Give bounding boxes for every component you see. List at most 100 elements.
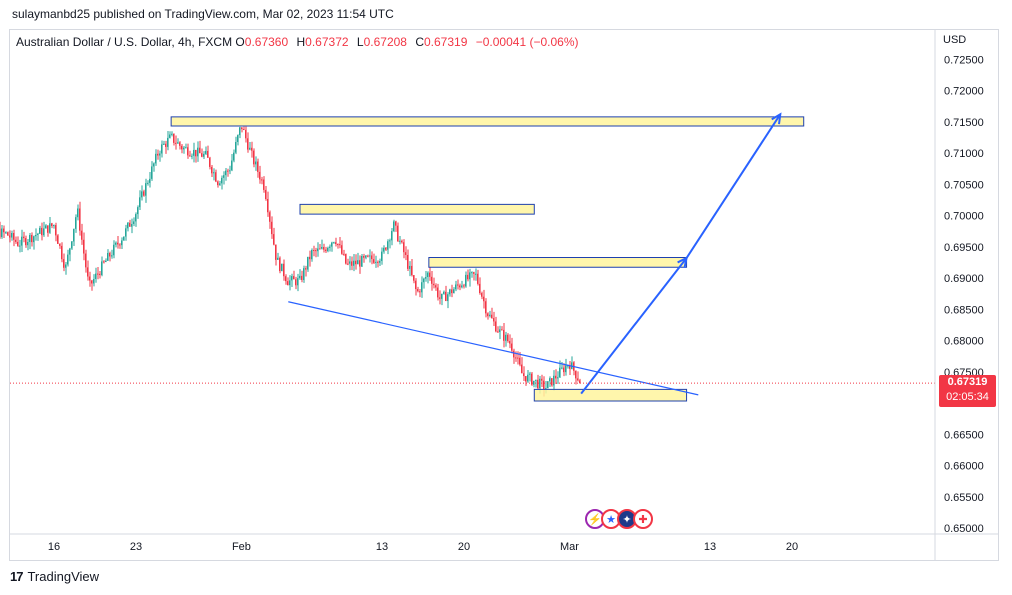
candle-body <box>331 242 333 247</box>
candle-body <box>249 147 251 150</box>
candle-body <box>117 242 119 245</box>
price-tick-label: 0.66500 <box>944 429 984 441</box>
candle-body <box>433 283 435 286</box>
candle-body <box>395 221 397 226</box>
candle-body <box>567 365 569 367</box>
candle-body <box>469 272 471 280</box>
candle-body <box>267 198 269 213</box>
candle-body <box>339 244 341 246</box>
horizontal-zone <box>170 116 805 127</box>
candle-body <box>353 260 355 266</box>
candle-body <box>111 255 113 257</box>
descending-trendline <box>288 301 699 396</box>
candle-body <box>87 267 89 277</box>
candle-body <box>373 259 375 263</box>
candle-body <box>157 153 159 156</box>
symbol-name[interactable]: Australian Dollar / U.S. Dollar, 4h, FXC… <box>16 35 233 49</box>
candle-body <box>575 370 577 379</box>
high-value: 0.67372 <box>305 35 349 49</box>
candle-body <box>189 155 191 157</box>
bolt-icon[interactable]: ⚡ <box>585 509 605 529</box>
price-tick-label: 0.70000 <box>944 211 984 223</box>
candle-body <box>17 241 19 246</box>
candle-body <box>419 291 421 293</box>
candle-body <box>47 225 49 233</box>
bar-countdown: 02:05:34 <box>946 391 989 403</box>
candle-body <box>563 367 565 373</box>
candle-body <box>285 276 287 282</box>
projection-leg <box>580 257 688 395</box>
candle-body <box>93 278 95 284</box>
candle-body <box>147 182 149 184</box>
candle-body <box>51 223 53 227</box>
candle-body <box>421 282 423 293</box>
horizontal-zone <box>299 203 535 215</box>
candle-body <box>59 243 61 246</box>
candle-body <box>293 276 295 280</box>
candle-body <box>569 365 571 369</box>
candle-body <box>105 260 107 263</box>
candle-body <box>171 133 173 135</box>
candle-body <box>35 234 37 237</box>
time-tick-label: 20 <box>786 541 798 553</box>
candle-body <box>3 228 5 233</box>
time-tick-label: 20 <box>458 541 470 553</box>
candle-body <box>129 222 131 227</box>
candle-body <box>527 374 529 382</box>
candle-body <box>379 260 381 263</box>
candle-body <box>367 255 369 257</box>
open-value: 0.67360 <box>244 35 289 49</box>
ca-flag-icon[interactable]: ✚ <box>633 509 653 529</box>
candle-body <box>57 235 59 244</box>
candle-body <box>545 388 547 390</box>
candle-body <box>487 313 489 317</box>
candle-body <box>203 153 205 157</box>
candle-body <box>405 252 407 255</box>
candle-body <box>85 253 87 268</box>
footer-brand[interactable]: 17 TradingView <box>10 569 99 584</box>
candle-body <box>263 179 265 190</box>
candle-body <box>153 163 155 167</box>
candle-body <box>33 236 35 243</box>
close-label: C <box>415 35 424 49</box>
candle-body <box>187 147 189 156</box>
candle-body <box>11 233 13 238</box>
time-tick-label: 13 <box>376 541 388 553</box>
price-tick-label: 0.69500 <box>944 242 984 254</box>
candle-body <box>341 245 343 254</box>
candle-body <box>83 239 85 254</box>
candle-body <box>417 289 419 292</box>
candle-body <box>9 235 11 238</box>
low-label: L <box>356 35 364 49</box>
candle-body <box>173 133 175 143</box>
candle-body <box>265 189 267 199</box>
candle-body <box>317 248 319 252</box>
horizontal-zone <box>428 257 688 268</box>
candle-body <box>49 223 51 233</box>
horizontal-zone <box>533 388 688 402</box>
candle-body <box>333 242 335 244</box>
change-value: −0.00041 (−0.06%) <box>475 35 579 49</box>
chart-frame <box>9 29 999 561</box>
last-price-tag: 0.67319 02:05:34 <box>939 375 996 407</box>
candle-body <box>371 255 373 260</box>
candle-body <box>107 252 109 261</box>
candle-body <box>75 217 77 229</box>
candle-body <box>515 357 517 359</box>
candle-body <box>347 263 349 265</box>
candle-body <box>241 127 243 129</box>
candle-body <box>123 236 125 241</box>
candle-body <box>383 247 385 252</box>
candle-body <box>5 232 7 234</box>
candle-body <box>321 247 323 249</box>
candle-body <box>199 147 201 154</box>
candle-body <box>251 147 253 151</box>
low-value: 0.67208 <box>363 35 407 49</box>
candle-body <box>53 225 55 227</box>
candle-body <box>223 175 225 178</box>
candle-body <box>349 261 351 264</box>
currency-label[interactable]: USD <box>943 34 967 46</box>
close-value: 0.67319 <box>424 35 468 49</box>
candle-body <box>209 157 211 167</box>
